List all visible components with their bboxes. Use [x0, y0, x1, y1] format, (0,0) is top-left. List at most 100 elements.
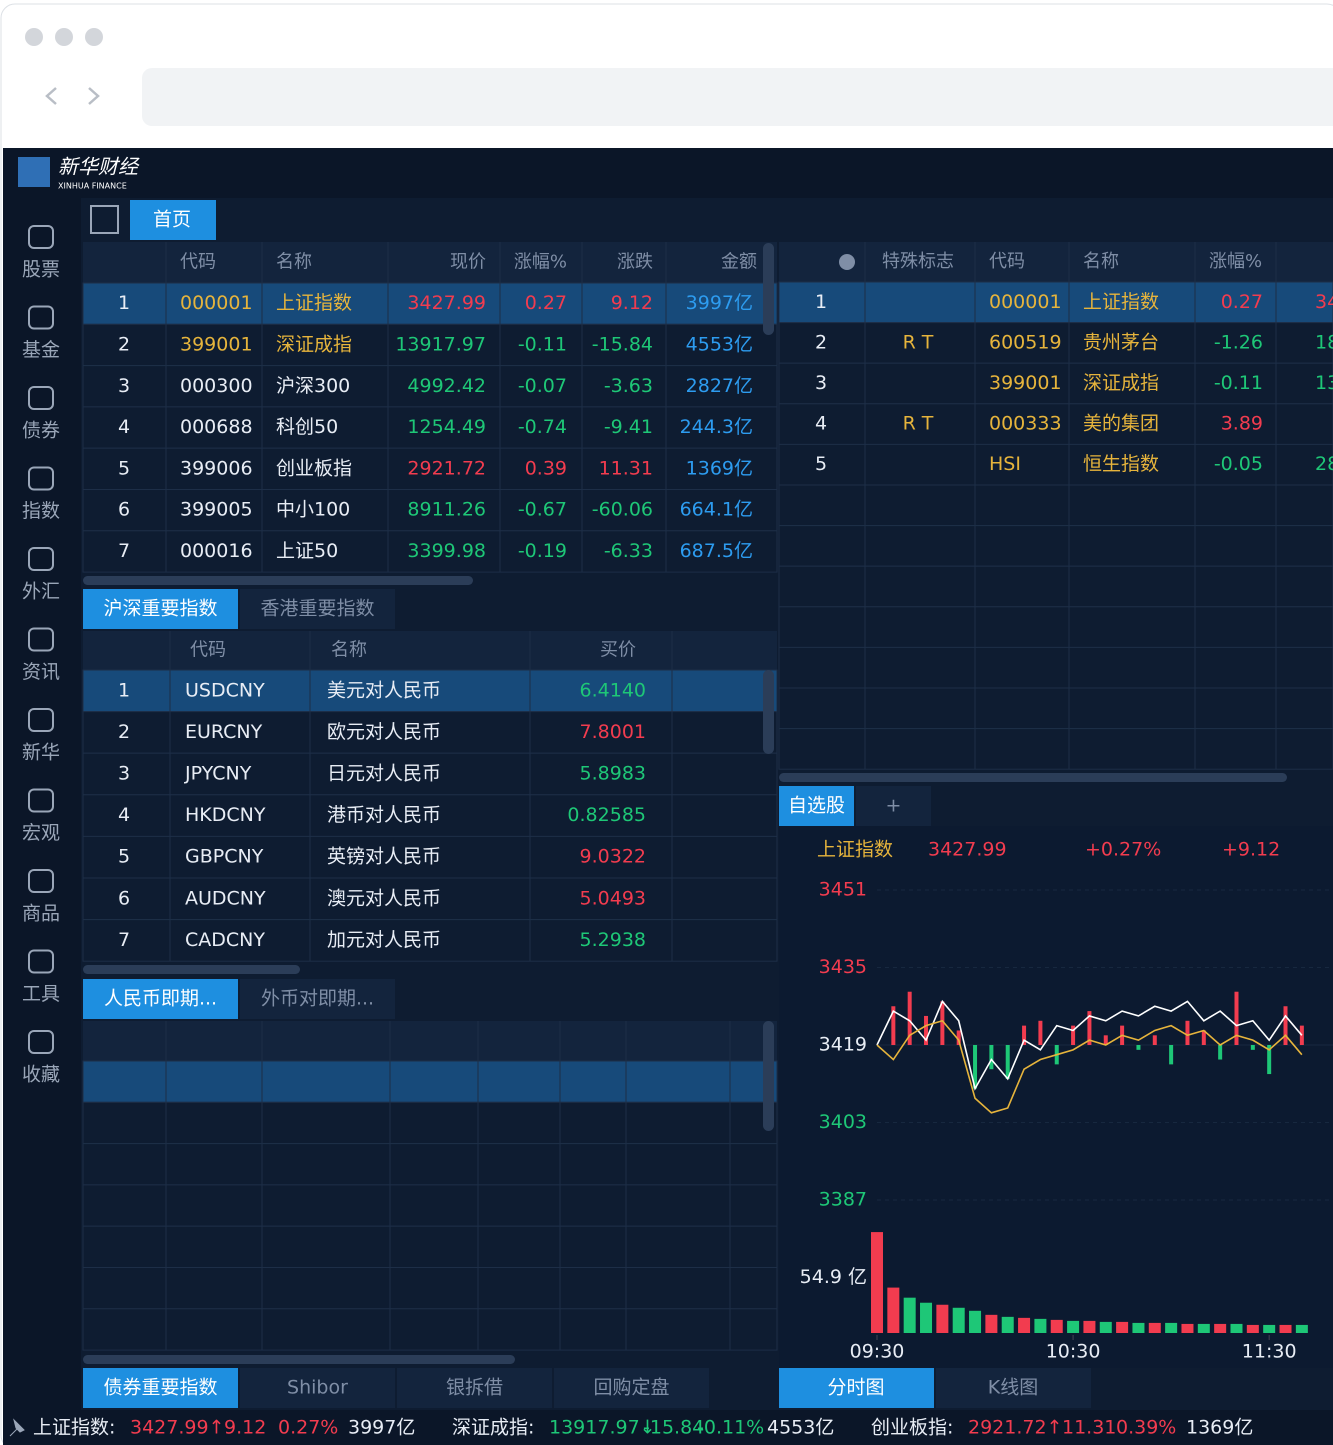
table-row [82, 752, 778, 796]
nav-item[interactable]: 收藏 [22, 1064, 60, 1086]
table-row [82, 919, 778, 962]
panel-tab[interactable] [240, 979, 395, 1019]
chart-tab[interactable] [779, 1368, 934, 1408]
y-tick-label: 3403 [819, 1111, 867, 1133]
oscillator-bar [1087, 1011, 1092, 1045]
panel-tab[interactable] [240, 1368, 395, 1408]
nav-item[interactable]: 资讯 [22, 661, 60, 683]
window-dot [25, 28, 43, 46]
table-cell: -60.06 [592, 499, 653, 521]
y-tick-label: 3435 [819, 956, 867, 978]
nav-item[interactable]: 外汇 [22, 581, 60, 603]
table-row [778, 728, 1333, 770]
back-button[interactable] [45, 87, 57, 105]
table-cell: -1.26 [1214, 331, 1263, 353]
table-cell: 上证50 [276, 540, 338, 562]
oscillator-bar [1218, 1045, 1223, 1060]
table-cell: 9.0322 [580, 846, 646, 868]
table-cell: -0.11 [518, 333, 567, 355]
nav-item[interactable]: 指数 [22, 500, 60, 522]
oscillator-bar [924, 1015, 929, 1045]
table-cell: 4 [815, 413, 827, 435]
table-cell: 英镑对人民币 [327, 846, 441, 868]
panel-tab[interactable] [856, 786, 931, 826]
nav-icon [28, 627, 54, 652]
panel-tab[interactable] [83, 1368, 238, 1408]
panel-tab[interactable] [397, 1368, 552, 1408]
oscillator-bar [940, 1001, 945, 1045]
nav-item[interactable]: 工具 [22, 983, 60, 1005]
address-bar[interactable] [142, 68, 1333, 126]
oscillator-bar [956, 1030, 961, 1045]
settings-icon[interactable] [839, 254, 855, 270]
panel-tab[interactable] [779, 786, 854, 826]
table-row [778, 606, 1333, 648]
nav-icon [28, 547, 54, 571]
x-tick-label: 10:30 [1046, 1341, 1101, 1363]
panel-tab[interactable] [240, 589, 395, 629]
ticker-label: 上证指数: [33, 1417, 115, 1439]
tab-label: 自选股 [788, 795, 845, 817]
column-header: 代码 [180, 252, 216, 273]
panel-tab[interactable] [83, 979, 238, 1019]
table-cell: -0.07 [518, 375, 567, 397]
nav-item[interactable]: 债券 [22, 420, 60, 442]
table-cell: HSI [989, 453, 1021, 475]
table-cell: 5.8983 [580, 763, 646, 785]
ticker-price: 2921.72↑ [968, 1417, 1063, 1439]
volume-bar [952, 1307, 965, 1333]
table-cell: -9.41 [604, 416, 653, 438]
table-header [83, 242, 777, 283]
nav-icon [28, 305, 54, 330]
table-cell: 沪深300 [276, 375, 350, 397]
table-cell: 深证成指 [276, 333, 352, 355]
volume-bar [1295, 1324, 1308, 1333]
table-row [82, 877, 778, 921]
table-cell: 13917.97 [395, 333, 486, 355]
panel-tab[interactable] [83, 589, 238, 629]
oscillator-bar [1152, 1035, 1157, 1045]
table-cell: JPYCNY [184, 763, 252, 785]
table-cell: 港币对人民币 [327, 804, 441, 826]
table-cell: 8911.26 [407, 499, 486, 521]
table-cell: 3427.99 [407, 292, 486, 314]
oscillator-bar [1103, 1035, 1108, 1045]
table-cell: 0.82585 [567, 804, 646, 826]
oscillator-bar [1250, 1045, 1255, 1050]
table-cell: 687.5亿 [680, 540, 753, 562]
column-header: 代码 [989, 251, 1025, 272]
x-tick-label: 11:30 [1242, 1341, 1297, 1363]
nav-item[interactable]: 新华 [22, 742, 60, 764]
table-cell: 7 [118, 540, 130, 562]
panel-tab[interactable] [554, 1368, 709, 1408]
table-cell: -3.63 [604, 375, 653, 397]
tab-label: Shibor [287, 1377, 348, 1399]
volume-bar [1148, 1322, 1161, 1333]
table-cell: 139 [1315, 372, 1333, 394]
nav-item[interactable]: 宏观 [22, 822, 60, 844]
table-cell: 深证成指 [1083, 372, 1159, 394]
forward-button[interactable] [88, 87, 100, 105]
table-cell: -0.67 [518, 499, 567, 521]
column-header: 名称 [276, 252, 312, 273]
ticker-amount: 4553亿 [767, 1417, 834, 1439]
tab-label: 人民币即期... [104, 988, 217, 1010]
nav-item[interactable]: 股票 [22, 259, 60, 281]
nav-item[interactable]: 商品 [22, 903, 60, 925]
table-cell: 恒生指数 [1083, 453, 1159, 475]
table-cell: R T [903, 413, 934, 435]
ticker-pct: -0.11% [697, 1417, 764, 1439]
price-line [876, 999, 1303, 1091]
nav-item[interactable]: 基金 [22, 339, 60, 361]
tab-label: + [886, 795, 902, 817]
table-cell: 中小100 [276, 499, 350, 521]
table-cell: 664.1亿 [680, 499, 753, 521]
table-cell: CADCNY [185, 929, 265, 951]
tab-label: 债券重要指数 [103, 1377, 217, 1399]
chart-tab[interactable] [936, 1368, 1091, 1408]
y-tick-label: 3387 [819, 1189, 867, 1211]
oscillator-bar [1283, 1006, 1288, 1045]
sidebar-toggle[interactable] [90, 205, 119, 234]
tab[interactable] [130, 200, 216, 240]
